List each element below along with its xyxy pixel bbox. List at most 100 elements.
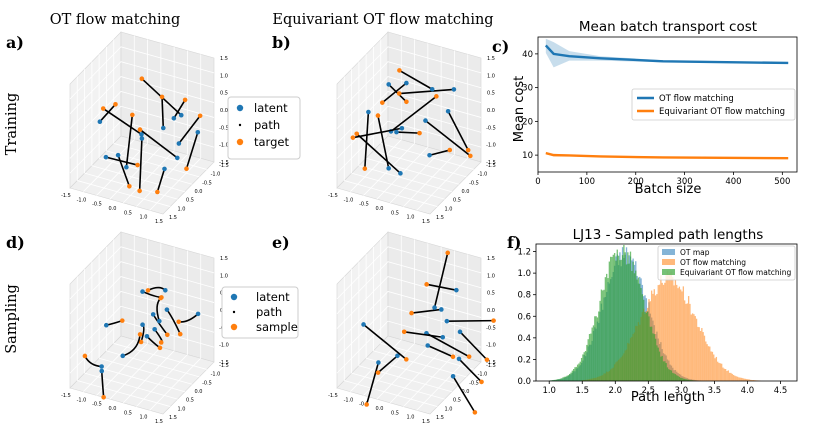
chart-f-frame	[535, 243, 798, 382]
cube-floor	[69, 335, 215, 415]
latent-point	[456, 356, 462, 362]
cube-y-tick: -1.5	[486, 163, 496, 169]
latent-point	[99, 364, 104, 369]
cube-x-tick: -1.0	[344, 397, 354, 403]
chart-f-bar	[697, 326, 699, 381]
cube-x-tick: 1.5	[422, 219, 430, 225]
path-line	[161, 96, 165, 129]
cube-floor-grid	[122, 350, 175, 404]
chart-f-bar	[668, 273, 670, 381]
chart-f-bar	[718, 362, 720, 381]
chart-f-legend-swatch	[662, 259, 675, 265]
chart-f-bar	[686, 379, 688, 381]
latent-point	[157, 318, 162, 324]
target-point	[397, 68, 402, 73]
chart-f-bar	[582, 354, 584, 381]
chart-f-bar	[648, 316, 650, 381]
legend-training-latent: latent	[254, 101, 288, 115]
chart-f-xtick-label: 1.5	[575, 386, 589, 396]
cube-y-tick: 1.5	[436, 415, 444, 421]
chart-f-bar	[694, 316, 696, 381]
chart-f-bar	[681, 377, 683, 381]
chart-f-bar	[744, 378, 747, 381]
cube-x-tick: 1.0	[407, 415, 415, 421]
chart-f-ytick-label: 1.2	[517, 248, 531, 258]
target-point	[380, 100, 385, 105]
chart-f-bar	[576, 364, 579, 381]
latent-point	[404, 80, 409, 86]
latent-point	[432, 305, 437, 310]
chart-c-legend-label-0: OT flow matching	[659, 94, 734, 104]
target-point	[479, 379, 484, 385]
latent-point	[139, 136, 145, 141]
cube-z-tick: 1.5	[487, 256, 495, 262]
cube-floor-grid	[416, 158, 468, 211]
chart-f-bar	[699, 330, 702, 381]
panel-d-3d-sampling-ot: -1.5-1.0-0.50.00.51.01.51.51.00.50.0-0.5…	[61, 231, 229, 425]
cube-x-tick: 0.5	[391, 410, 399, 416]
chart-c-title: Mean batch transport cost	[579, 19, 757, 35]
cube-x-tick: 1.5	[155, 219, 163, 225]
path-line	[352, 127, 403, 139]
chart-f-bar	[687, 379, 690, 381]
path-line	[399, 88, 454, 95]
target-point	[197, 113, 203, 119]
latent-point	[366, 109, 371, 115]
cube-y-tick: -0.5	[202, 180, 212, 186]
chart-f-bar	[611, 256, 613, 381]
cube-z-tick: -1.5	[219, 360, 229, 366]
chart-f-bar	[561, 378, 563, 381]
chart-c-ylabel: Mean cost	[512, 76, 527, 143]
target-point	[139, 76, 145, 82]
latent-point	[140, 322, 145, 328]
chart-f-bar	[677, 288, 679, 381]
chart-f-bar	[557, 379, 559, 381]
latent-point	[376, 360, 381, 365]
chart-f-bar	[586, 344, 588, 381]
path-line	[426, 332, 470, 358]
path-line	[459, 331, 488, 361]
cube-floor-grid	[113, 343, 207, 370]
cube-floor-grid	[77, 180, 171, 207]
chart-f-bar	[641, 294, 644, 381]
chart-f-bar	[636, 279, 638, 381]
chart-f-legend-label-0: OT map	[680, 248, 710, 257]
cube-y-tick: -1.5	[219, 163, 229, 169]
chart-f-bar	[628, 263, 630, 381]
chart-f-bar	[682, 286, 685, 381]
chart-c-ytick-label: 40	[522, 50, 533, 60]
chart-f-bar	[731, 373, 733, 381]
chart-f-bar	[728, 372, 731, 381]
chart-f-bar	[603, 289, 605, 381]
cube-wall-grid	[336, 90, 482, 144]
path-line	[356, 133, 401, 174]
target-point	[409, 310, 414, 316]
chart-f-bar	[698, 327, 700, 381]
chart-f-bar	[701, 328, 703, 381]
chart-f-bar	[726, 370, 728, 381]
target-point	[182, 97, 188, 103]
chart-f-bar	[724, 369, 727, 381]
chart-f-bar	[736, 376, 739, 381]
cube-z-tick: -1.0	[219, 143, 229, 149]
target-point	[466, 354, 472, 359]
chart-f-bar	[551, 380, 554, 381]
chart-f-bar	[714, 358, 716, 381]
panel-a-3d-training-ot: -1.5-1.0-0.50.00.51.01.51.51.00.50.0-0.5…	[61, 31, 229, 225]
cube-z-tick: 0.0	[487, 308, 495, 314]
chart-f-bar	[621, 255, 624, 381]
latent-point	[115, 152, 121, 158]
cube-floor-grid	[109, 346, 162, 400]
chart-f-bar	[579, 361, 581, 381]
latent-point	[163, 287, 168, 293]
chart-f-bar	[748, 379, 751, 381]
latent-point	[450, 373, 456, 379]
path-line	[173, 99, 186, 119]
cube-y-tick: 1.5	[169, 215, 177, 221]
chart-f-bar	[656, 345, 658, 381]
legend-path-marker	[238, 123, 242, 127]
cube-x-tick: 1.0	[140, 415, 148, 421]
target-point	[401, 329, 407, 335]
chart-f-bar	[684, 378, 686, 381]
target-point	[159, 94, 165, 100]
